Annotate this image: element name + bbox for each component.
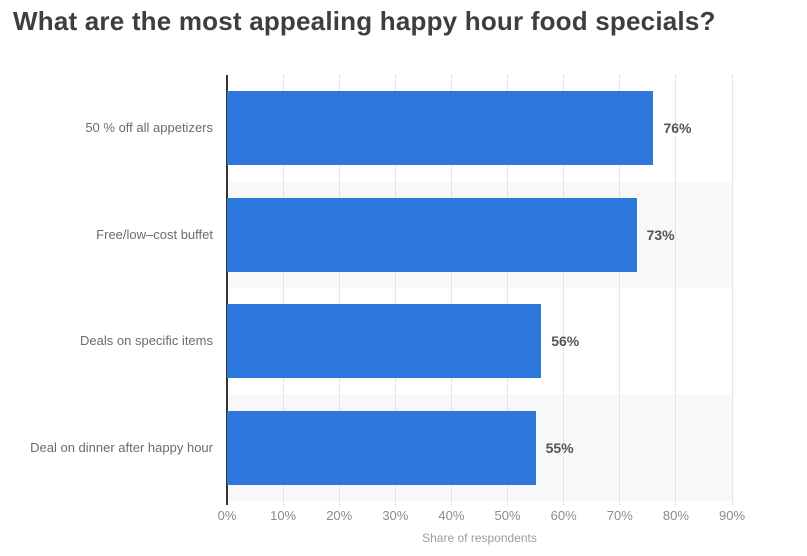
gridline [619, 75, 621, 505]
x-tick-label: 10% [270, 508, 297, 523]
x-tick-label: 0% [217, 508, 237, 523]
bar-value-label: 56% [551, 333, 580, 350]
gridline [675, 75, 677, 505]
plot-area: 76% 73% 56% 55% [226, 75, 733, 505]
x-tick-label: 80% [662, 508, 689, 523]
category-label: Deals on specific items [80, 333, 213, 349]
bar-value-label: 76% [663, 120, 692, 137]
gridline [338, 75, 340, 505]
category-label: Deal on dinner after happy hour [30, 439, 213, 455]
gridline [563, 75, 565, 505]
chart-title: What are the most appealing happy hour f… [13, 6, 716, 36]
x-tick-label: 70% [606, 508, 633, 523]
x-tick-label: 30% [382, 508, 409, 523]
y-axis-line [226, 75, 228, 505]
category-axis: 50 % off all appetizers Free/low–cost buf… [0, 75, 213, 501]
category-label: Free/low–cost buffet [96, 226, 213, 242]
x-tick-label: 60% [550, 508, 577, 523]
x-tick-label: 20% [326, 508, 353, 523]
bar [227, 91, 654, 166]
bar-value-label: 73% [646, 226, 675, 243]
x-axis-title: Share of respondents [422, 531, 537, 545]
bar [227, 410, 536, 485]
bar [227, 304, 542, 379]
gridline [507, 75, 509, 505]
bar [227, 197, 637, 272]
gridline [731, 75, 733, 505]
gridline [394, 75, 396, 505]
x-tick-label: 50% [494, 508, 521, 523]
gridline [282, 75, 284, 505]
category-label: 50 % off all appetizers [85, 120, 213, 136]
x-tick-label: 40% [438, 508, 465, 523]
bar-value-label: 55% [545, 439, 574, 456]
x-tick-label: 90% [718, 508, 746, 523]
gridline [450, 75, 452, 505]
